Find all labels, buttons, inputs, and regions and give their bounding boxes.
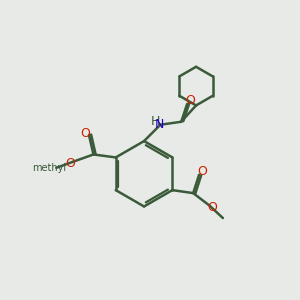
Text: methyl: methyl xyxy=(32,163,66,173)
Text: O: O xyxy=(65,157,75,170)
Text: O: O xyxy=(197,165,207,178)
Text: H: H xyxy=(150,115,160,128)
Text: O: O xyxy=(185,94,195,107)
Text: O: O xyxy=(207,201,217,214)
Text: N: N xyxy=(155,118,164,131)
Text: O: O xyxy=(80,127,90,140)
